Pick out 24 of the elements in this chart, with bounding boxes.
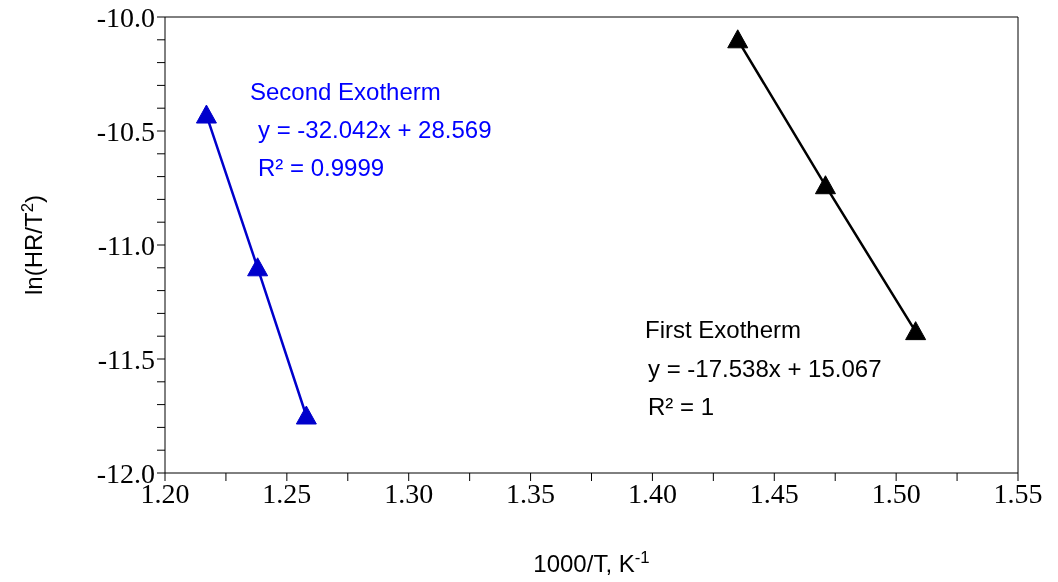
point xyxy=(727,29,749,49)
x-tick-label: 1.45 xyxy=(749,477,799,509)
x-tick-label: 1.55 xyxy=(993,477,1043,509)
point xyxy=(905,321,927,341)
y-tick-label: -11.0 xyxy=(97,229,155,261)
annotation: y = -17.538x + 15.067 xyxy=(648,355,882,383)
text: First Exotherm xyxy=(645,316,802,344)
series-label: Second Exotherm xyxy=(250,78,441,106)
annotation: R² = 1 xyxy=(648,393,715,421)
x-tick-label: 1.35 xyxy=(506,477,556,509)
annotation: R² = 0.9999 xyxy=(258,154,385,182)
x-tick-label: 1.25 xyxy=(262,477,312,509)
x-axis-title: 1000/T, K$^{-1}$ xyxy=(533,547,650,577)
y-tick-label: -10.5 xyxy=(96,115,155,147)
x-tick-label: 1.30 xyxy=(384,477,434,509)
point xyxy=(295,405,317,425)
annotation: y = -32.042x + 28.569 xyxy=(258,116,492,144)
x-tick-label: 1.50 xyxy=(871,477,921,509)
y-tick-label: -11.5 xyxy=(97,343,155,375)
x-tick-label: 1.40 xyxy=(627,477,677,509)
point xyxy=(195,104,217,124)
point xyxy=(814,175,836,195)
point xyxy=(247,257,269,277)
y-tick-label: -10.0 xyxy=(96,1,155,33)
